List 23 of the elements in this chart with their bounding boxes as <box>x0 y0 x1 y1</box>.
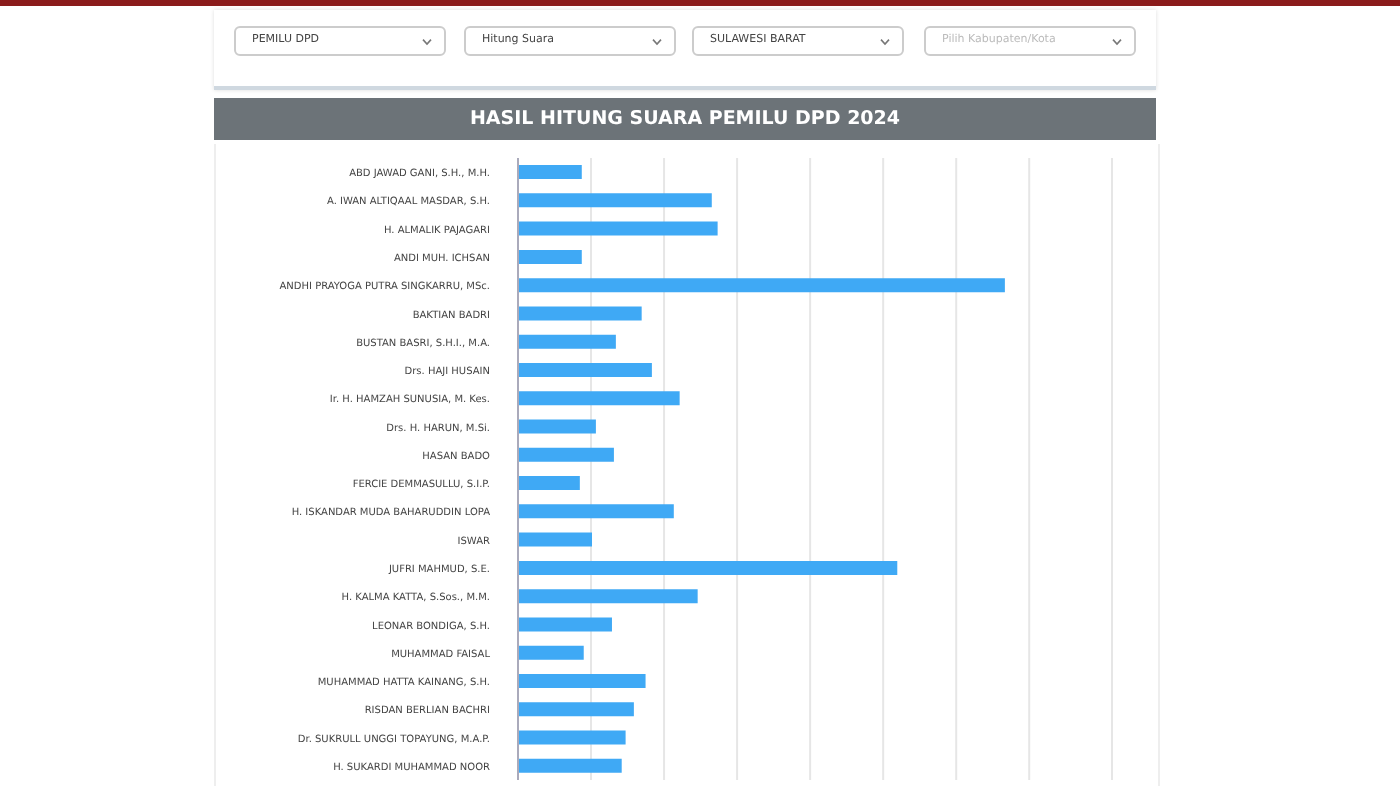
bar <box>518 645 584 660</box>
bar <box>518 334 616 349</box>
bar <box>518 730 626 745</box>
bar <box>518 278 1005 293</box>
bar <box>518 504 674 519</box>
bar <box>518 560 898 575</box>
bar <box>518 476 580 491</box>
bar <box>518 165 582 180</box>
bar <box>518 589 698 604</box>
bar <box>518 758 622 773</box>
bar <box>518 193 712 208</box>
chart-title: HASIL HITUNG SUARA PEMILU DPD 2024 <box>214 98 1156 140</box>
bar <box>518 702 634 717</box>
bar <box>518 532 593 547</box>
bar <box>518 673 646 688</box>
bar <box>518 249 582 264</box>
bar <box>518 419 596 434</box>
bar <box>518 306 642 321</box>
bar <box>518 221 718 236</box>
bar <box>518 447 614 462</box>
bar <box>518 391 680 406</box>
bar <box>518 617 612 632</box>
bar <box>518 362 652 377</box>
